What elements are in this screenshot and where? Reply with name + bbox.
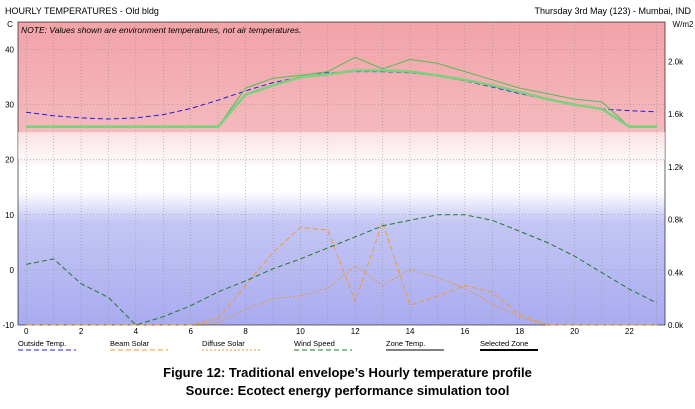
comfort-band-fill: [18, 132, 665, 160]
figure-caption: Figure 12: Traditional envelope’s Hourly…: [163, 365, 532, 380]
gridlines: [18, 22, 665, 326]
x-tick-label: 14: [406, 327, 415, 336]
x-tick-label: 4: [134, 327, 139, 336]
x-tick-label: 20: [570, 327, 579, 336]
x-tick-label: 2: [79, 327, 84, 336]
secondary-y-axis-ticks: 0.0k 0.4k 0.8k 1.2k 1.6k 2.0k: [668, 58, 684, 330]
plot-background: [17, 21, 666, 326]
y2-tick-label: 0.4k: [668, 268, 684, 277]
x-tick-label: 22: [625, 327, 634, 336]
hourly-temperature-chart: HOURLY TEMPERATURES - Old bldg Thursday …: [2, 6, 694, 351]
y-tick-label: -10: [2, 321, 14, 330]
figure-source: Source: Ecotect energy performance simul…: [185, 383, 510, 398]
x-tick-label: 0: [24, 327, 29, 336]
x-tick-label: 8: [243, 327, 248, 336]
chart-note: NOTE: Values shown are environment tempe…: [21, 25, 301, 35]
y-axis-ticks: -10 0 10 20 30 40: [2, 46, 14, 330]
y2-tick-label: 2.0k: [668, 58, 684, 67]
y-tick-label: 10: [5, 211, 14, 220]
y-tick-label: 0: [10, 266, 15, 275]
legend-label-wind-speed: Wind Speed: [294, 339, 335, 348]
legend-label-beam-solar: Beam Solar: [110, 339, 150, 348]
legend-label-selected-zone: Selected Zone: [480, 339, 528, 348]
legend-label-diffuse-solar: Diffuse Solar: [202, 339, 245, 348]
legend-label-zone-temp: Zone Temp.: [386, 339, 425, 348]
left-axis-unit: C: [7, 20, 13, 29]
series-line-wind-speed: [26, 214, 658, 326]
y2-tick-label: 0.0k: [668, 321, 684, 330]
y2-tick-label: 1.6k: [668, 110, 684, 119]
y-tick-label: 40: [5, 46, 14, 55]
series-line-selected-zone: [26, 69, 657, 128]
chart-title: HOURLY TEMPERATURES - Old bldg: [5, 6, 159, 16]
y-tick-label: 30: [5, 101, 14, 110]
x-tick-label: 10: [296, 327, 305, 336]
x-axis-ticks: 0 2 4 6 8 10 12 14 16 18 20 22: [24, 327, 634, 336]
x-tick-label: 18: [515, 327, 524, 336]
series-line-diffuse-solar: [26, 265, 657, 326]
y-tick-label: 20: [5, 156, 14, 165]
series-lines: [26, 56, 658, 326]
legend: Outside Temp. Beam Solar Diffuse Solar Wind…: [18, 339, 538, 351]
legend-label-outside-temp: Outside Temp.: [18, 339, 66, 348]
right-axis-unit: W/m2: [673, 20, 694, 29]
x-tick-label: 16: [460, 327, 469, 336]
x-tick-label: 12: [351, 327, 360, 336]
y2-tick-label: 1.2k: [668, 163, 684, 172]
comfort-band: [18, 132, 665, 160]
date-location-label: Thursday 3rd May (123) - Mumbai, IND: [534, 6, 691, 16]
x-tick-label: 6: [188, 327, 193, 336]
y2-tick-label: 0.8k: [668, 216, 684, 225]
